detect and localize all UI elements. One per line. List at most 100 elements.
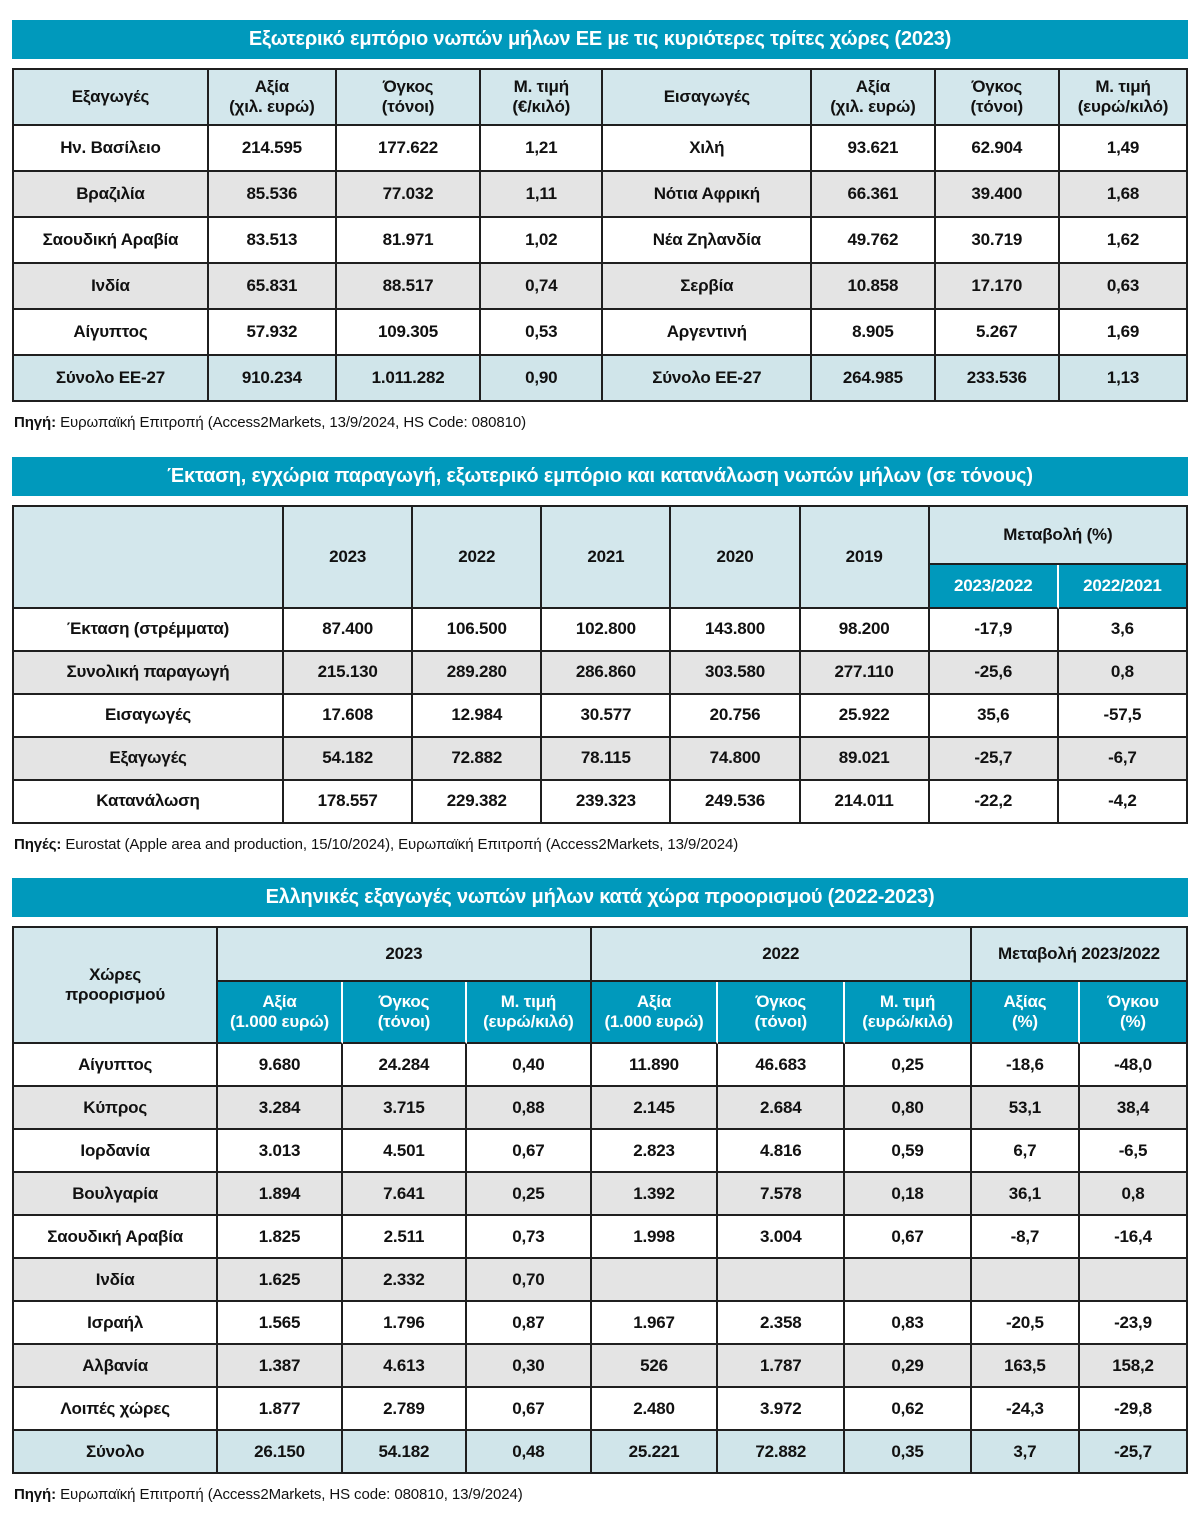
source-label: Πηγή: <box>14 1486 56 1504</box>
data-cell: 277.110 <box>800 651 930 695</box>
data-cell: 0,8 <box>1058 651 1188 695</box>
table-row: Βουλγαρία 1.894 7.641 0,25 1.392 7.578 0,18 36,… <box>14 1173 1188 1217</box>
data-cell <box>591 1259 719 1303</box>
data-cell: 1,11 <box>481 172 604 219</box>
data-cell: 264.985 <box>812 356 936 403</box>
year-group-header: 2022 <box>591 928 972 983</box>
row-label-cell: Ην. Βασίλειο <box>14 126 209 173</box>
year-header: 2021 <box>542 506 672 609</box>
data-cell: 62.904 <box>935 126 1060 173</box>
table-row: Κύπρος 3.284 3.715 0,88 2.145 2.684 0,80 53,1 38… <box>14 1087 1188 1131</box>
table-row: Σαουδική Αραβία 83.513 81.971 1,02 Νέα Ζηλαν… <box>14 218 1188 265</box>
table-header: Χώρες προορισμού 2023 2022 Μεταβολή 2023… <box>14 928 1188 1045</box>
source-text: Ευρωπαϊκή Επιτροπή (Access2Markets, HS c… <box>56 1486 523 1504</box>
source-label: Πηγή: <box>14 414 56 432</box>
subcolumn-header: Όγκου (%) <box>1079 982 1188 1045</box>
data-cell: 25.922 <box>800 694 930 738</box>
table-row: Κατανάλωση 178.557 229.382 239.323 249.536 21… <box>14 780 1188 824</box>
table-row: Συνολική παραγωγή 215.130 289.280 286.860 30… <box>14 651 1188 695</box>
table-row: Ισραήλ 1.565 1.796 0,87 1.967 2.358 0,83 -20,5-… <box>14 1302 1188 1346</box>
data-cell: 286.860 <box>542 651 672 695</box>
data-cell: 66.361 <box>812 172 936 219</box>
data-cell: 214.011 <box>800 780 930 824</box>
data-cell: 0,67 <box>467 1130 592 1174</box>
eu-trade-table: Εξαγωγές Αξία (χιλ. ευρώ) Όγκος (τόνοι) … <box>12 68 1188 403</box>
row-label-cell: Βουλγαρία <box>14 1173 219 1217</box>
data-cell: 910.234 <box>208 356 337 403</box>
data-cell: Νότια Αφρική <box>603 172 813 219</box>
year-header: 2019 <box>800 506 930 609</box>
data-cell: 24.284 <box>342 1044 468 1088</box>
data-cell: 81.971 <box>336 218 482 265</box>
table-row: Εισαγωγές 17.608 12.984 30.577 20.756 25.922 3… <box>14 694 1188 738</box>
row-label-cell: Σύνολο ΕΕ-27 <box>14 356 209 403</box>
table-row: Αίγυπτος 9.680 24.284 0,40 11.890 46.683 0,25-… <box>14 1044 1188 1088</box>
source-note: Πηγή: Ευρωπαϊκή Επιτροπή (Access2Markets… <box>14 1485 1188 1505</box>
table-body: Ην. Βασίλειο 214.595 177.622 1,21 Χιλή 93.621… <box>14 126 1188 403</box>
data-cell: 74.800 <box>671 737 801 781</box>
data-cell: 106.500 <box>413 608 543 652</box>
eu-trade-section: Εξωτερικό εμπόριο νωπών μήλων ΕΕ με τις … <box>12 20 1188 433</box>
data-cell: 0,83 <box>845 1302 972 1346</box>
data-cell: 239.323 <box>542 780 672 824</box>
data-cell: 87.400 <box>284 608 414 652</box>
data-cell: 1,13 <box>1059 356 1188 403</box>
table-title: Ελληνικές εξαγωγές νωπών μήλων κατά χώρα… <box>12 878 1188 918</box>
total-row: Σύνολο ΕΕ-27 910.234 1.011.282 0,90 Σύνολο Ε… <box>14 356 1188 403</box>
row-label-cell: Σαουδική Αραβία <box>14 218 209 265</box>
table-row: Ινδία 65.831 88.517 0,74 Σερβία 10.858 17.170 0… <box>14 264 1188 311</box>
data-cell: 8.905 <box>812 310 936 357</box>
column-header: Εισαγωγές <box>603 70 813 127</box>
table-row: Σαουδική Αραβία 1.825 2.511 0,73 1.998 3.004 0… <box>14 1216 1188 1260</box>
change-subheader: 2022/2021 <box>1058 564 1188 609</box>
source-text: Eurostat (Apple area and production, 15/… <box>61 835 739 853</box>
data-cell: -23,9 <box>1079 1302 1188 1346</box>
data-cell: -24,3 <box>971 1388 1080 1432</box>
data-cell: 178.557 <box>284 780 414 824</box>
row-label-cell: Ισραήλ <box>14 1302 219 1346</box>
data-cell: 526 <box>591 1345 719 1389</box>
data-cell: -25,7 <box>929 737 1059 781</box>
data-cell: 7.641 <box>342 1173 468 1217</box>
data-cell: -29,8 <box>1079 1388 1188 1432</box>
data-cell: 30.719 <box>935 218 1060 265</box>
data-cell: 0,59 <box>845 1130 972 1174</box>
subcolumn-header: Αξίας (%) <box>971 982 1080 1045</box>
data-cell: 102.800 <box>542 608 672 652</box>
subcolumn-header: Αξία (1.000 ευρώ) <box>591 982 719 1045</box>
data-cell: 214.595 <box>208 126 337 173</box>
data-cell: 289.280 <box>413 651 543 695</box>
data-cell: 1.894 <box>218 1173 343 1217</box>
data-cell: Αργεντινή <box>603 310 813 357</box>
data-cell: 0,74 <box>481 264 604 311</box>
year-group-header: 2023 <box>218 928 592 983</box>
row-label-cell: Κατανάλωση <box>14 780 285 824</box>
data-cell: 4.613 <box>342 1345 468 1389</box>
source-text: Ευρωπαϊκή Επιτροπή (Access2Markets, 13/9… <box>56 414 526 432</box>
data-cell: 3,6 <box>1058 608 1188 652</box>
data-cell: 3.972 <box>718 1388 846 1432</box>
table-row: Εξαγωγές 54.182 72.882 78.115 74.800 89.021 -2… <box>14 737 1188 781</box>
data-cell: 2.480 <box>591 1388 719 1432</box>
data-cell: 158,2 <box>1079 1345 1188 1389</box>
data-cell <box>718 1259 846 1303</box>
data-cell: 54.182 <box>284 737 414 781</box>
data-cell: 65.831 <box>208 264 337 311</box>
data-cell: 1.967 <box>591 1302 719 1346</box>
row-label-cell: Αίγυπτος <box>14 310 209 357</box>
data-cell: 1.796 <box>342 1302 468 1346</box>
greek-exports-section: Ελληνικές εξαγωγές νωπών μήλων κατά χώρα… <box>12 878 1188 1505</box>
source-note: Πηγές: Eurostat (Apple area and producti… <box>14 835 1188 855</box>
data-cell: -48,0 <box>1079 1044 1188 1088</box>
table-row: Ιορδανία 3.013 4.501 0,67 2.823 4.816 0,59 6,7-… <box>14 1130 1188 1174</box>
data-cell: 1.877 <box>218 1388 343 1432</box>
corner-header: Χώρες προορισμού <box>14 928 219 1045</box>
data-cell: -17,9 <box>929 608 1059 652</box>
data-cell: 1.387 <box>218 1345 343 1389</box>
change-group-header: Μεταβολή 2023/2022 <box>971 928 1188 983</box>
data-cell: -4,2 <box>1058 780 1188 824</box>
data-cell: 5.267 <box>935 310 1060 357</box>
table-row: Αίγυπτος 57.932 109.305 0,53 Αργεντινή 8.905 5… <box>14 310 1188 357</box>
data-cell: -22,2 <box>929 780 1059 824</box>
data-cell: 10.858 <box>812 264 936 311</box>
